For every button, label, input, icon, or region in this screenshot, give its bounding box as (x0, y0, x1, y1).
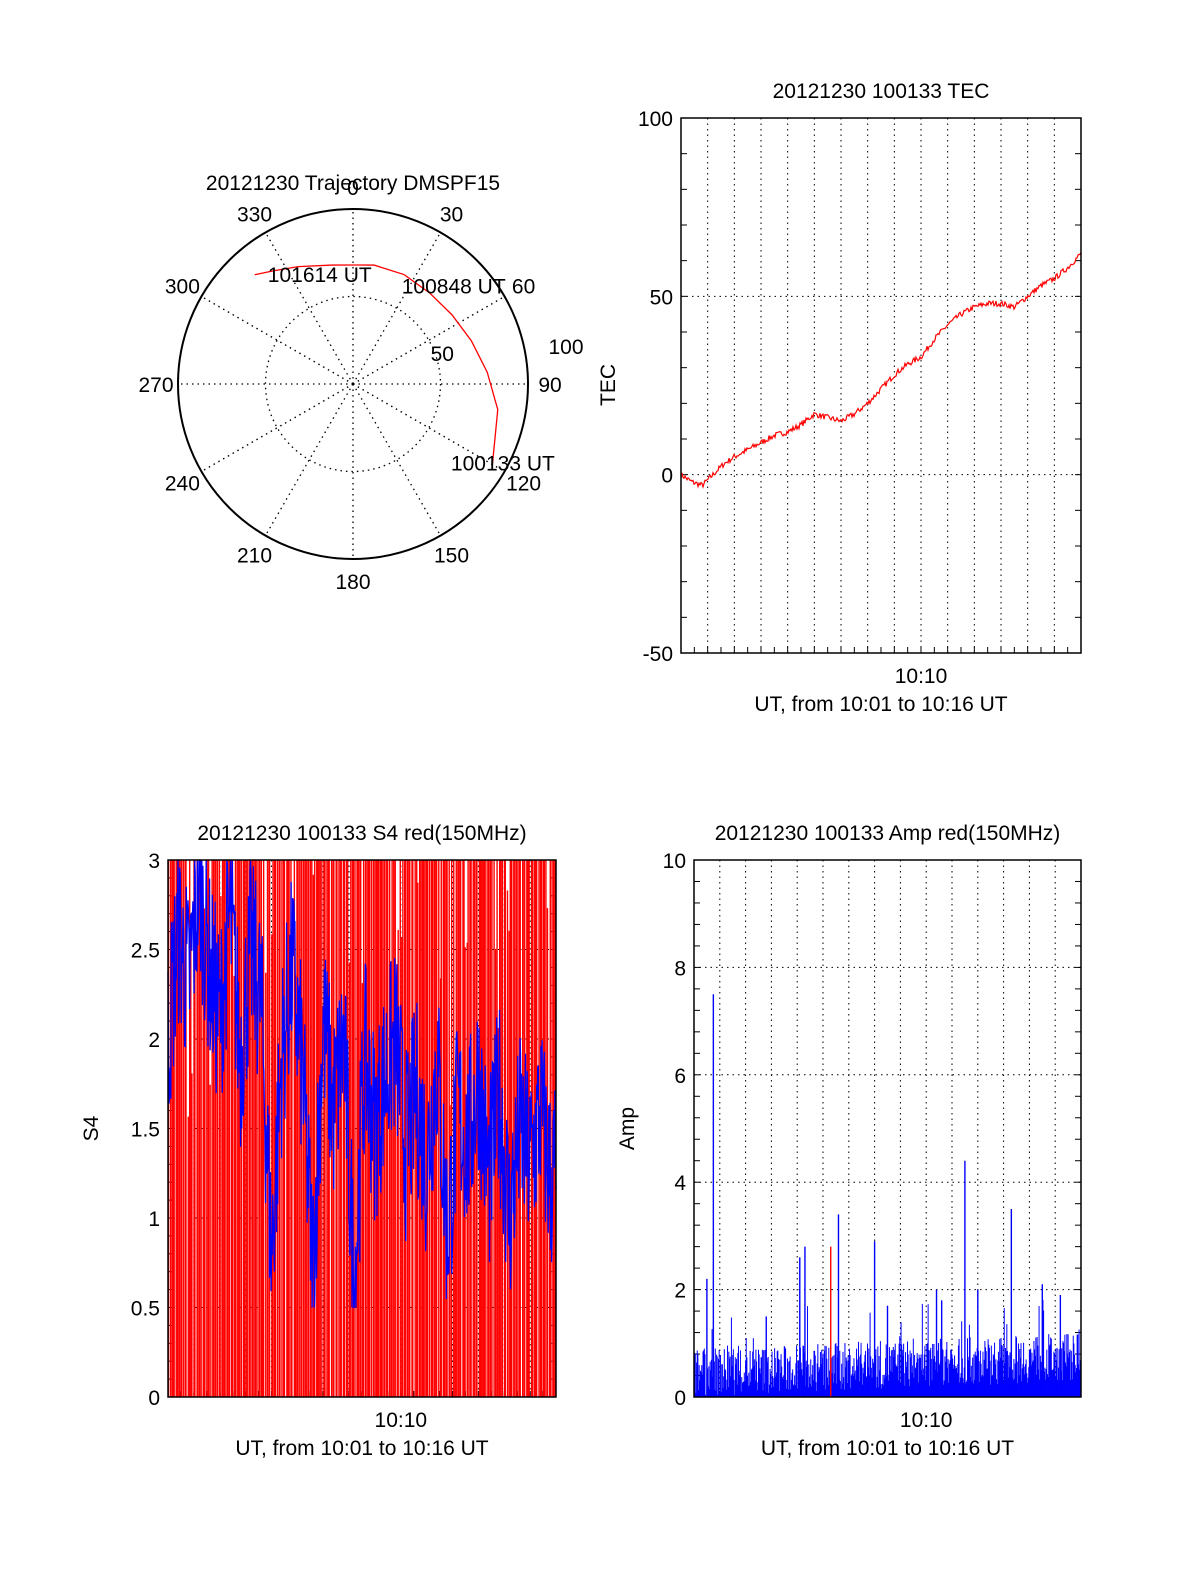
polar-angle-label: 30 (440, 203, 463, 226)
polar-radial-label: 100 (548, 336, 583, 359)
amp-y-tick-label: 6 (674, 1065, 686, 1088)
amp-plot-body: 0 2 4 6 8 10 (663, 850, 1082, 1410)
polar-outer-circle (177, 208, 529, 560)
polar-angle-label: 60 (512, 276, 535, 299)
trajectory-time-label: 100133 UT (451, 453, 555, 476)
tec-plot-body: -50 0 50 100 (638, 108, 1082, 666)
amp-ylabel: Amp (616, 1107, 639, 1150)
tec-y-tick-label: -50 (643, 643, 673, 666)
amp-frame (693, 859, 1082, 1398)
amp-plot: 20121230 100133 Amp red(150MHz) UT, from… (616, 822, 1082, 1460)
polar-angle-label: 90 (538, 374, 561, 397)
polar-radial-label: 50 (431, 343, 454, 366)
trajectory-time-label: 101614 UT (268, 264, 372, 287)
tec-plot: 20121230 100133 TEC UT, from 10:01 to 10… (597, 80, 1082, 716)
polar-spoke (352, 295, 505, 385)
s4-blue-line (167, 859, 557, 1309)
s4-y-tick-label: 0 (148, 1387, 160, 1410)
amp-x-tick-label: 10:10 (900, 1409, 953, 1432)
s4-y-tick-label: 0.5 (131, 1298, 160, 1321)
polar-angle-label: 180 (335, 571, 370, 594)
trajectory-polar-plot: 20121230 Trajectory DMSPF15 0 30 60 90 120 15… (138, 172, 583, 594)
s4-y-tick-label: 2 (148, 1029, 160, 1052)
polar-angle-label: 300 (165, 276, 200, 299)
tec-y-tick-label: 100 (638, 108, 673, 131)
polar-inner-circle (264, 295, 442, 473)
s4-plot: 20121230 100133 S4 red(150MHz) UT, from … (80, 822, 557, 1460)
polar-spoke (264, 383, 354, 536)
s4-y-tick-label: 1 (148, 1208, 160, 1231)
polar-angle-label: 120 (506, 473, 541, 496)
tec-series-line (680, 252, 1082, 489)
tec-x-tick-label: 10:10 (895, 665, 948, 688)
polar-spoke (201, 383, 354, 473)
polar-spoke (352, 383, 442, 536)
polar-angle-label: 150 (434, 545, 469, 568)
trajectory-time-label: 100848 UT (402, 276, 506, 299)
s4-title: 20121230 100133 S4 red(150MHz) (197, 822, 526, 845)
polar-spoke (264, 232, 354, 385)
polar-angle-label: 270 (138, 374, 173, 397)
s4-y-tick-label: 1.5 (131, 1119, 160, 1142)
tec-xlabel: UT, from 10:01 to 10:16 UT (754, 693, 1007, 716)
polar-labels: 0 30 60 90 120 150 180 210 240 270 300 330 50 100 (138, 177, 583, 594)
amp-y-tick-label: 0 (674, 1387, 686, 1410)
s4-y-tick-label: 2.5 (131, 940, 160, 963)
s4-frame (167, 859, 557, 1398)
polar-angle-label: 210 (237, 545, 272, 568)
polar-trajectory: 101614 UT 100848 UT 100133 UT (254, 264, 555, 476)
s4-x-tick-label: 10:10 (375, 1409, 428, 1432)
amp-y-tick-label: 2 (674, 1280, 686, 1303)
trajectory-title: 20121230 Trajectory DMSPF15 (206, 172, 500, 195)
tec-frame (680, 117, 1082, 654)
amp-xlabel: UT, from 10:01 to 10:16 UT (761, 1437, 1014, 1460)
polar-grid (177, 208, 529, 560)
polar-angle-label: 240 (165, 473, 200, 496)
tec-y-tick-label: 50 (650, 286, 673, 309)
amp-y-tick-label: 4 (674, 1172, 686, 1195)
s4-plot-body: 0 0.5 1 1.5 2 2.5 3 (131, 850, 557, 1410)
tec-ylabel: TEC (597, 364, 620, 406)
polar-angle-label: 330 (237, 203, 272, 226)
tec-y-tick-label: 0 (661, 465, 673, 488)
s4-y-tick-label: 3 (148, 850, 160, 873)
amp-title: 20121230 100133 Amp red(150MHz) (715, 822, 1061, 845)
amp-y-tick-label: 8 (674, 957, 686, 980)
polar-angle-label: 0 (347, 177, 359, 200)
amp-y-tick-label: 10 (663, 850, 686, 873)
tec-title: 20121230 100133 TEC (773, 80, 990, 103)
s4-xlabel: UT, from 10:01 to 10:16 UT (235, 1437, 488, 1460)
s4-ylabel: S4 (80, 1115, 103, 1141)
trajectory-path (254, 264, 499, 465)
